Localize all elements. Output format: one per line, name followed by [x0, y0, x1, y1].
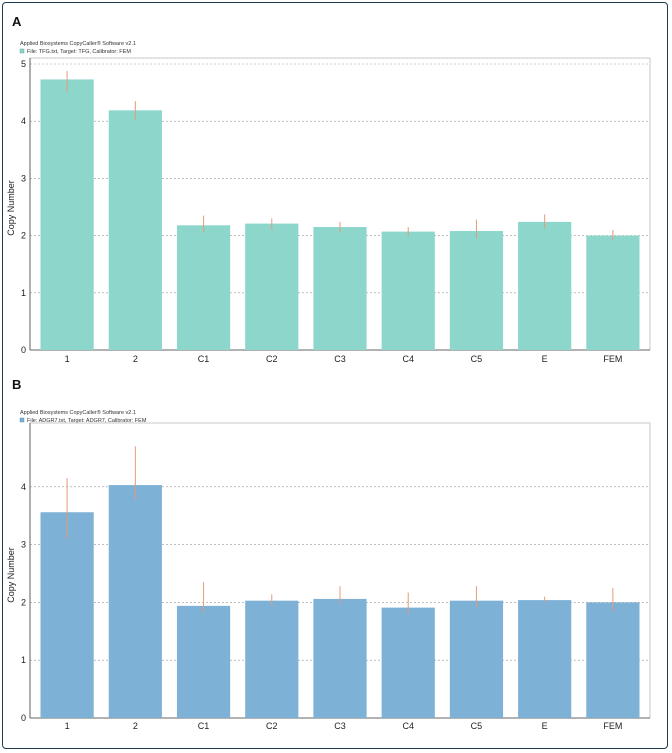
panel-b-letter: B	[12, 377, 21, 392]
panel-b-bar-c5	[449, 600, 504, 718]
panel-b-legend-swatch	[19, 417, 25, 423]
panel-b-bar-fem	[586, 602, 640, 718]
panel-a-bar-e	[518, 221, 572, 350]
panel-a-y-tick-label: 5	[21, 59, 26, 69]
panel-a-bar-1	[40, 79, 94, 350]
panel-a-x-tick-label: C4	[402, 354, 414, 364]
panel-a-file-info: File: TFG.txt, Target: TFG, Calibrator: …	[27, 49, 131, 55]
panel-b-y-tick-label: 1	[21, 655, 26, 665]
panel-b: B Applied Biosystems CopyCaller® Softwar…	[6, 377, 651, 731]
panel-b-y-tick-label: 0	[21, 713, 26, 723]
panel-b-x-tick-label: 2	[133, 721, 138, 731]
panel-a-y-tick-label: 3	[21, 173, 26, 183]
panel-b-bar-c1	[176, 605, 231, 718]
panel-a-x-tick-label: C5	[471, 354, 483, 364]
panel-a-y-axis-label: Copy Number	[6, 180, 16, 236]
panel-b-software-title: Applied Biosystems CopyCaller® Software …	[20, 409, 136, 416]
panel-a-x-tick-label: FEM	[603, 354, 622, 364]
panel-a-x-tick-label: 1	[65, 354, 70, 364]
panel-b-bar-2	[108, 485, 162, 718]
panel-a: A Applied Biosystems CopyCaller® Softwar…	[6, 14, 651, 364]
panel-a-bar-c4	[381, 231, 435, 350]
panel-b-x-tick-label: 1	[65, 721, 70, 731]
panel-b-x-tick-label: E	[542, 721, 548, 731]
panel-b-x-tick-label: C1	[198, 721, 210, 731]
panel-b-x-tick-label: C2	[266, 721, 278, 731]
panel-a-x-tick-label: E	[542, 354, 548, 364]
panel-a-bar-c3	[313, 227, 367, 350]
panel-b-y-tick-label: 4	[21, 482, 26, 492]
panel-a-x-tick-label: C1	[198, 354, 210, 364]
panel-a-bar-c5	[449, 231, 504, 350]
panel-a-bar-c2	[245, 223, 299, 350]
panel-b-x-tick-label: C5	[471, 721, 483, 731]
panel-a-x-tick-label: 2	[133, 354, 138, 364]
panel-b-bar-e	[518, 600, 572, 718]
panel-a-y-tick-label: 0	[21, 345, 26, 355]
panel-a-legend-swatch	[19, 48, 25, 54]
panel-a-bar-2	[108, 110, 162, 350]
panel-a-y-tick-label: 4	[21, 116, 26, 126]
panel-a-bar-fem	[586, 235, 640, 350]
panel-b-file-info: File: ADGR7.txt, Target: ADGR7, Calibrat…	[27, 418, 147, 424]
panel-a-y-tick-label: 1	[21, 288, 26, 298]
panel-b-x-tick-label: C3	[334, 721, 346, 731]
panel-a-x-tick-label: C3	[334, 354, 346, 364]
panel-a-letter: A	[12, 14, 22, 29]
panel-b-y-tick-label: 2	[21, 597, 26, 607]
panel-b-x-tick-label: C4	[402, 721, 414, 731]
panel-b-bar-c4	[381, 607, 435, 718]
panel-b-y-tick-label: 3	[21, 540, 26, 550]
panel-b-x-tick-label: FEM	[603, 721, 622, 731]
panel-a-bar-c1	[176, 225, 231, 350]
panel-b-bar-c2	[245, 600, 299, 718]
panel-a-software-title: Applied Biosystems CopyCaller® Software …	[20, 40, 136, 47]
panel-a-y-tick-label: 2	[21, 231, 26, 241]
panel-b-bar-1	[40, 512, 94, 718]
panel-b-bar-c3	[313, 598, 367, 718]
panel-a-x-tick-label: C2	[266, 354, 278, 364]
panel-b-y-axis-label: Copy Number	[6, 547, 16, 603]
